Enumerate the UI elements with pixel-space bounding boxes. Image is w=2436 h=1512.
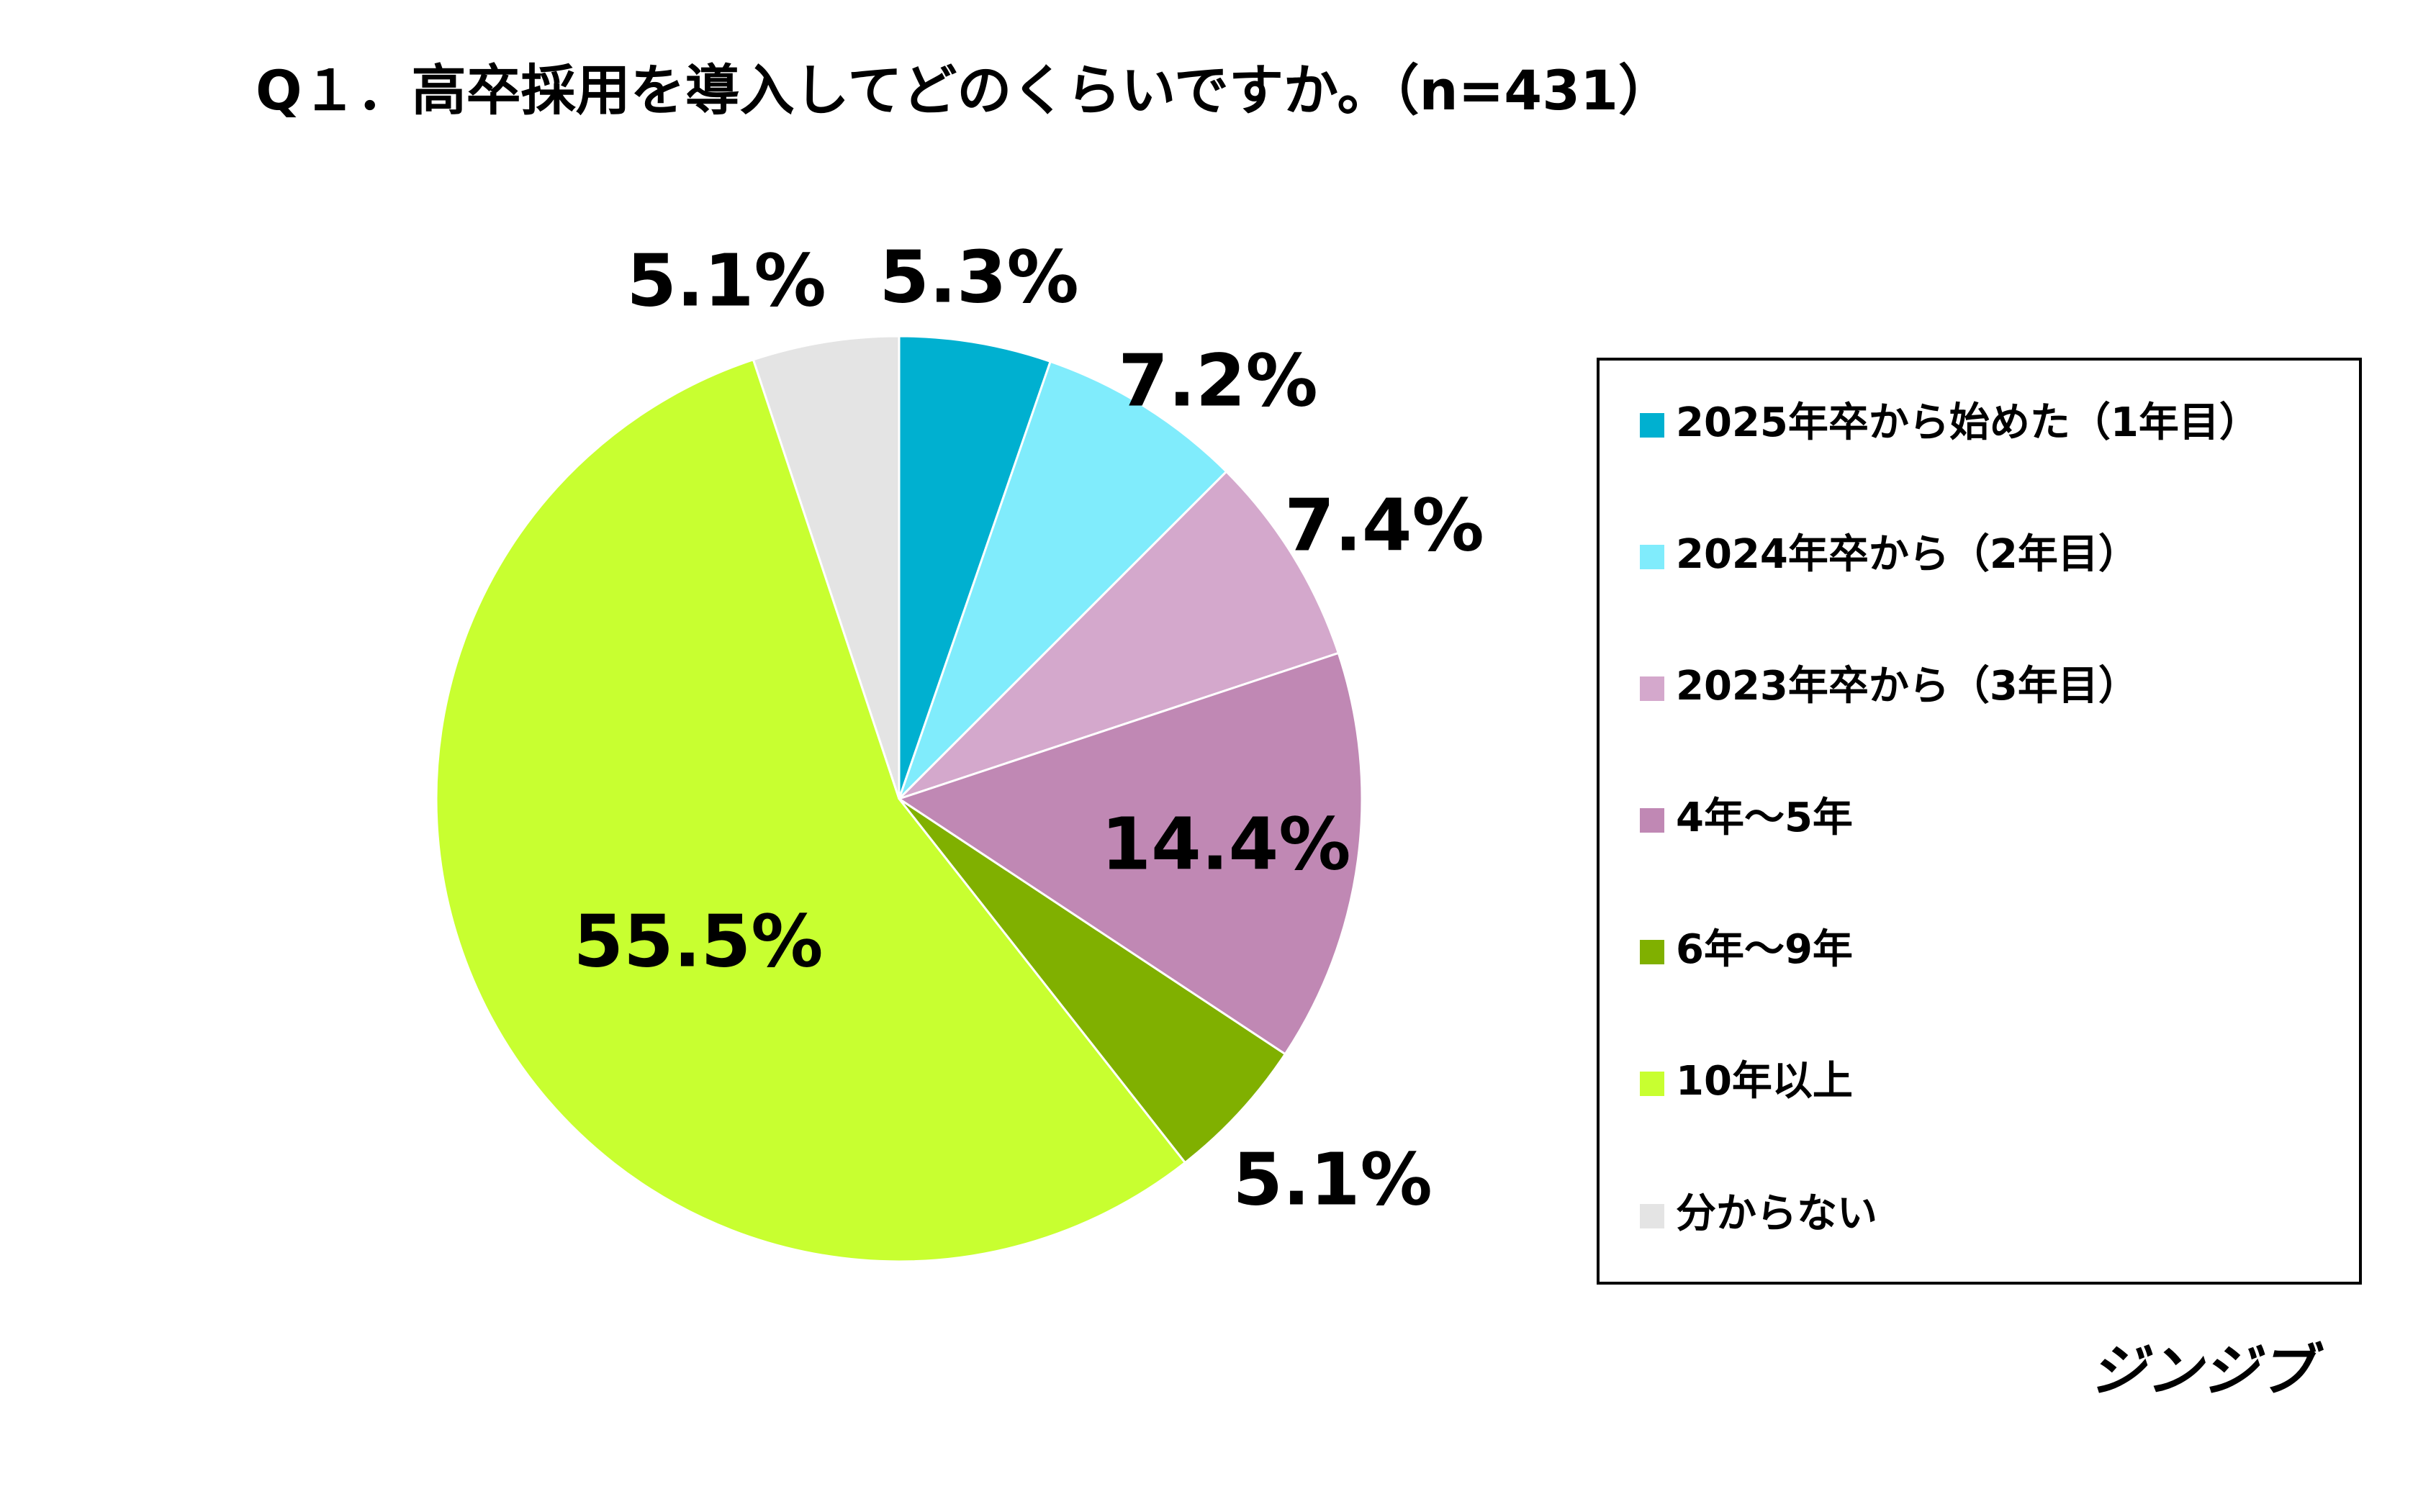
legend-swatch [1640,676,1664,701]
legend-swatch [1640,545,1664,569]
data-label: 7.2% [1118,338,1317,422]
legend-swatch [1640,940,1664,964]
legend-swatch [1640,413,1664,438]
legend-label: 2024年卒から（2年目） [1676,531,2139,578]
legend-label: 6年～9年 [1676,926,1853,973]
pie-slice [435,358,1187,1263]
legend-label: 2025年卒から始めた（1年目） [1676,399,2260,446]
pie-slice [898,797,1287,1164]
data-label: 5.1% [626,238,826,322]
data-label: 14.4% [1101,802,1351,886]
data-label: 5.1% [1232,1137,1432,1221]
legend-swatch [1640,808,1664,833]
legend-box [1597,358,2362,1285]
data-label: 7.4% [1284,483,1484,567]
data-label: 5.3% [879,235,1078,319]
pie-slice [896,651,1363,1056]
legend-label: 4年～5年 [1676,795,1853,841]
chart-title: Q１．高卒採用を導入してどのくらいですか。（n=431） [256,58,1673,122]
legend-label: 2023年卒から（3年目） [1676,663,2139,710]
brand-logo: ジンジブ [2090,1339,2324,1403]
legend-label: 分からない [1676,1190,1877,1237]
legend-label: 10年以上 [1676,1058,1853,1105]
pie-slice [898,335,1052,800]
legend-swatch [1640,1204,1664,1228]
pie-slice [752,335,901,800]
pie-slice [898,360,1228,800]
data-label: 55.5% [574,899,824,983]
legend-swatch [1640,1072,1664,1096]
pie-slice [898,470,1340,800]
